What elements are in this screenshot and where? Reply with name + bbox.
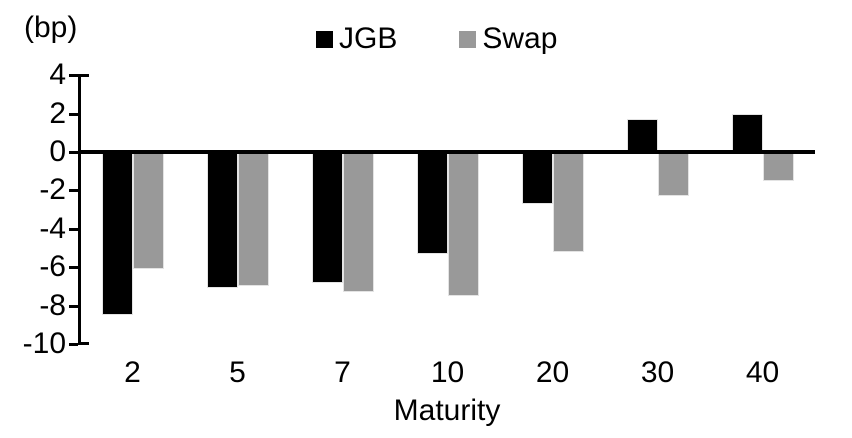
- y-axis-top-cap: [81, 74, 89, 78]
- legend-marker-jgb-icon: [316, 30, 333, 48]
- y-tick-label: -10: [22, 327, 66, 361]
- bar-swap-30: [657, 152, 689, 197]
- y-tick-mark: [69, 304, 78, 308]
- bar-swap-20: [552, 152, 584, 252]
- y-tick-label: -4: [39, 211, 66, 245]
- x-axis-title: Maturity: [393, 394, 501, 427]
- bar-jgb-7: [311, 152, 343, 283]
- chart-legend: JGB Swap: [316, 22, 557, 56]
- x-tick-label: 5: [229, 356, 246, 389]
- y-tick-label: 2: [49, 96, 66, 130]
- x-tick-label: 20: [535, 356, 570, 389]
- y-tick-mark: [69, 343, 78, 347]
- y-tick-mark: [69, 151, 78, 154]
- bar-swap-40: [762, 152, 794, 181]
- y-tick-mark: [69, 227, 78, 231]
- y-tick-label: -6: [39, 250, 66, 284]
- y-axis-line: [78, 74, 81, 346]
- zero-axis-line: [78, 150, 815, 154]
- y-tick-label: -8: [39, 288, 66, 322]
- bar-swap-7: [342, 152, 374, 293]
- x-tick-label: 10: [430, 356, 465, 389]
- y-tick-mark: [69, 189, 78, 193]
- legend-item-jgb: JGB: [316, 22, 397, 56]
- legend-item-swap: Swap: [459, 22, 557, 56]
- legend-marker-swap-icon: [459, 30, 477, 48]
- bar-jgb-2: [101, 152, 133, 316]
- x-tick-label: 7: [334, 356, 351, 389]
- bar-jgb-30: [626, 119, 658, 152]
- y-tick-label: -2: [39, 173, 66, 207]
- bar-jgb-40: [731, 113, 763, 152]
- bar-swap-5: [237, 152, 269, 287]
- y-axis-unit-label: (bp): [24, 11, 78, 44]
- legend-label-jgb: JGB: [339, 22, 398, 55]
- y-tick-mark: [69, 266, 78, 270]
- bar-swap-2: [132, 152, 164, 270]
- bar-jgb-20: [521, 152, 553, 204]
- legend-label-swap: Swap: [482, 22, 558, 55]
- y-tick-mark: [69, 112, 78, 116]
- y-tick-label: 0: [49, 135, 66, 168]
- x-tick-label: 2: [124, 356, 141, 389]
- bar-jgb-5: [206, 152, 238, 289]
- bar-swap-10: [447, 152, 479, 297]
- bar-jgb-10: [416, 152, 448, 254]
- y-axis-bottom-cap: [81, 342, 89, 346]
- y-tick-mark: [69, 74, 78, 78]
- y-tick-label: 4: [49, 58, 66, 92]
- x-tick-label: 40: [745, 356, 780, 389]
- x-tick-label: 30: [640, 356, 675, 389]
